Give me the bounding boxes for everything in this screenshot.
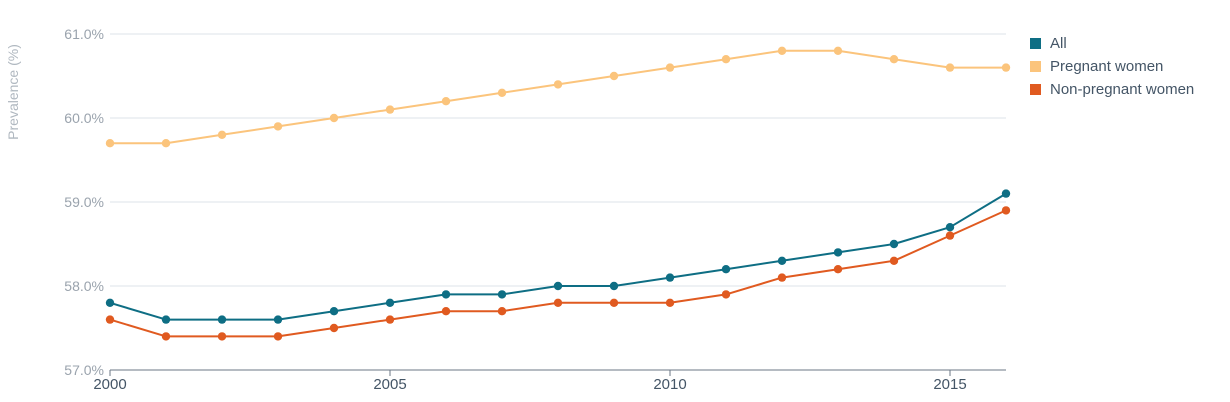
data-point-all[interactable] [889,239,899,249]
data-point-non-pregnant-women[interactable] [161,332,171,341]
legend-item-all[interactable]: All [1030,32,1194,55]
series-line-pregnant-women [110,49,1006,145]
data-point-pregnant-women[interactable] [329,113,339,123]
data-point-non-pregnant-women[interactable] [497,307,507,316]
data-point-non-pregnant-women[interactable] [665,298,675,307]
data-point-all[interactable] [609,281,619,291]
data-point-non-pregnant-women[interactable] [385,315,395,324]
data-point-all[interactable] [217,315,227,324]
data-point-pregnant-women[interactable] [273,122,283,131]
y-tick-label: 59.0% [64,194,104,210]
data-point-all[interactable] [721,265,731,274]
data-point-pregnant-women[interactable] [217,130,227,139]
data-point-pregnant-women[interactable] [1001,63,1011,72]
data-point-non-pregnant-women[interactable] [777,273,787,282]
data-point-all[interactable] [833,248,843,257]
data-point-all[interactable] [105,298,115,307]
legend-swatch-pregnant [1030,61,1041,72]
data-point-pregnant-women[interactable] [833,46,843,55]
data-point-pregnant-women[interactable] [889,55,899,64]
data-point-non-pregnant-women[interactable] [273,332,283,341]
data-point-non-pregnant-women[interactable] [1001,206,1011,215]
x-tick-label: 2015 [933,376,966,393]
data-point-non-pregnant-women[interactable] [721,290,731,299]
data-point-pregnant-women[interactable] [777,46,787,55]
data-point-all[interactable] [385,298,395,307]
data-point-non-pregnant-women[interactable] [329,323,339,333]
legend-label-all: All [1050,35,1067,52]
x-tick-label: 2000 [93,376,126,393]
series-line-non-pregnant-women [109,209,1007,338]
data-point-all[interactable] [665,273,675,282]
data-point-pregnant-women[interactable] [161,139,171,148]
data-point-all[interactable] [945,223,955,232]
legend-item-pregnant[interactable]: Pregnant women [1030,55,1194,78]
data-point-pregnant-women[interactable] [721,55,731,64]
y-tick-label: 60.0% [64,110,104,126]
y-tick-label: 58.0% [64,278,104,294]
data-point-pregnant-women[interactable] [945,63,955,72]
data-point-all[interactable] [329,307,339,316]
data-point-non-pregnant-women[interactable] [441,307,451,316]
data-point-all[interactable] [497,290,507,299]
y-tick-label: 61.0% [64,26,104,42]
data-point-pregnant-women[interactable] [609,71,619,81]
data-point-non-pregnant-women[interactable] [609,298,619,307]
y-tick-label: 57.0% [64,362,104,378]
data-point-non-pregnant-women[interactable] [217,332,227,341]
legend: All Pregnant women Non-pregnant women [1030,32,1194,101]
data-point-all[interactable] [1001,189,1011,198]
legend-label-pregnant: Pregnant women [1050,58,1164,75]
data-point-pregnant-women[interactable] [553,80,563,89]
data-point-all[interactable] [161,315,171,324]
data-point-pregnant-women[interactable] [665,63,675,72]
x-tick-label: 2005 [373,376,406,393]
data-point-all[interactable] [273,315,283,324]
data-point-all[interactable] [441,290,451,299]
data-point-pregnant-women[interactable] [385,105,395,114]
data-point-non-pregnant-women[interactable] [945,231,955,240]
data-point-non-pregnant-women[interactable] [553,298,563,307]
data-point-all[interactable] [553,281,563,291]
legend-label-non-pregnant: Non-pregnant women [1050,81,1195,98]
x-tick-label: 2010 [653,376,686,393]
data-point-pregnant-women[interactable] [441,97,451,106]
data-point-non-pregnant-women[interactable] [105,315,115,324]
data-point-pregnant-women[interactable] [497,88,507,98]
data-point-pregnant-women[interactable] [105,139,115,148]
legend-swatch-non-pregnant [1030,84,1041,95]
y-axis-title: Prevalence (%) [5,44,21,140]
legend-item-non-pregnant[interactable]: Non-pregnant women [1030,78,1194,101]
data-point-non-pregnant-women[interactable] [833,265,843,274]
legend-swatch-all [1030,38,1041,49]
data-point-all[interactable] [777,256,787,265]
data-point-non-pregnant-women[interactable] [889,256,899,265]
